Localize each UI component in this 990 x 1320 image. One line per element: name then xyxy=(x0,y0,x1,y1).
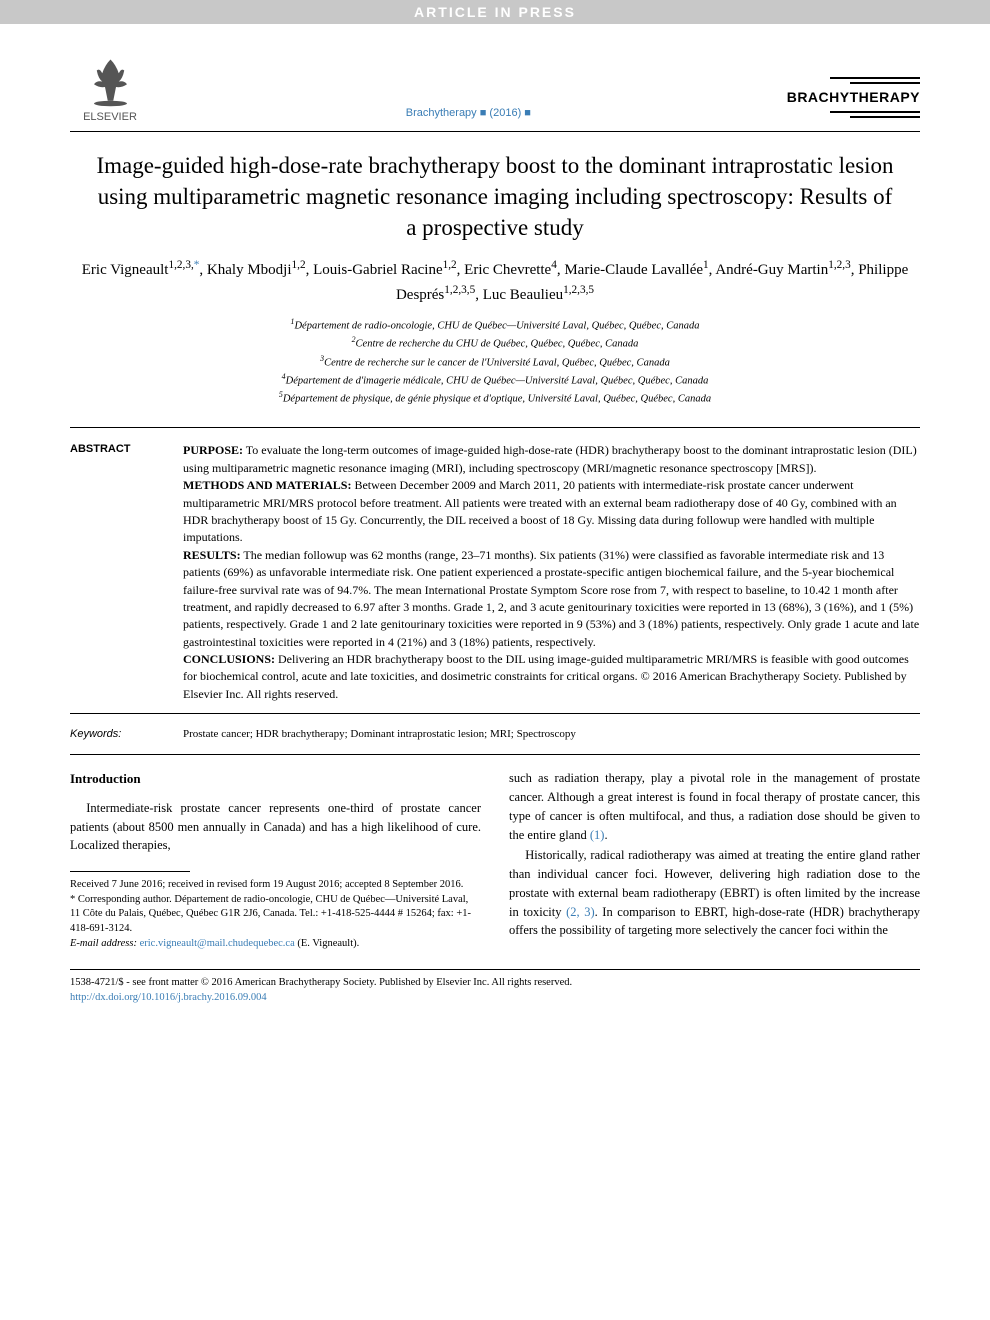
keywords-rule xyxy=(70,754,920,755)
col2-para1-end: . xyxy=(604,828,607,842)
footnote-email-line: E-mail address: eric.vigneault@mail.chud… xyxy=(70,937,481,952)
citation-1[interactable]: (1) xyxy=(590,828,605,842)
keywords-label: Keywords: xyxy=(70,728,165,740)
abstract-text: PURPOSE: To evaluate the long-term outco… xyxy=(183,442,920,703)
abstract-block: ABSTRACT PURPOSE: To evaluate the long-t… xyxy=(70,442,920,703)
purpose-label: PURPOSE: xyxy=(183,443,243,457)
left-column: Introduction Intermediate-risk prostate … xyxy=(70,769,481,951)
abstract-top-rule xyxy=(70,427,920,428)
header-rule xyxy=(70,131,920,132)
intro-para-1: Intermediate-risk prostate cancer repres… xyxy=(70,799,481,855)
col2-para-1: such as radiation therapy, play a pivota… xyxy=(509,769,920,844)
footnote-rule xyxy=(70,871,190,872)
abstract-label: ABSTRACT xyxy=(70,442,165,703)
col2-para1-text: such as radiation therapy, play a pivota… xyxy=(509,771,920,841)
col2-para-2: Historically, radical radiotherapy was a… xyxy=(509,846,920,940)
right-column: such as radiation therapy, play a pivota… xyxy=(509,769,920,951)
keywords-row: Keywords: Prostate cancer; HDR brachythe… xyxy=(70,728,920,740)
footnote-email-label: E-mail address: xyxy=(70,938,137,949)
methods-label: METHODS AND MATERIALS: xyxy=(183,478,351,492)
abstract-bottom-rule xyxy=(70,713,920,714)
results-text: The median followup was 62 months (range… xyxy=(183,548,919,649)
doi-link[interactable]: http://dx.doi.org/10.1016/j.brachy.2016.… xyxy=(70,991,920,1006)
footnote-email-link[interactable]: eric.vigneault@mail.chudequebec.ca xyxy=(140,938,295,949)
footnote-email-suffix: (E. Vigneault). xyxy=(295,938,360,949)
conclusions-label: CONCLUSIONS: xyxy=(183,652,275,666)
elsevier-tree-icon xyxy=(83,54,138,109)
body-columns: Introduction Intermediate-risk prostate … xyxy=(70,769,920,951)
article-title: Image-guided high-dose-rate brachytherap… xyxy=(90,150,900,243)
conclusions-text: Delivering an HDR brachytherapy boost to… xyxy=(183,652,909,701)
introduction-heading: Introduction xyxy=(70,769,481,789)
footnote-received: Received 7 June 2016; received in revise… xyxy=(70,878,481,893)
purpose-text: To evaluate the long-term outcomes of im… xyxy=(183,443,917,474)
header-row: ELSEVIER Brachytherapy ■ (2016) ■ BRACHY… xyxy=(70,54,920,123)
publisher-name: ELSEVIER xyxy=(83,111,137,123)
results-label: RESULTS: xyxy=(183,548,241,562)
copyright-block: 1538-4721/$ - see front matter © 2016 Am… xyxy=(70,969,920,1005)
footnote-block: Received 7 June 2016; received in revise… xyxy=(70,878,481,951)
article-in-press-banner: ARTICLE IN PRESS xyxy=(0,0,990,24)
author-list: Eric Vigneault1,2,3,*, Khaly Mbodji1,2, … xyxy=(70,257,920,306)
journal-badge: BRACHYTHERAPY xyxy=(787,72,920,123)
journal-name: BRACHYTHERAPY xyxy=(787,89,920,105)
affiliations: 1Département de radio-oncologie, CHU de … xyxy=(70,316,920,407)
citation-2-3[interactable]: (2, 3) xyxy=(566,905,595,919)
journal-reference[interactable]: Brachytherapy ■ (2016) ■ xyxy=(150,107,787,123)
footnote-corresponding: * Corresponding author. Département de r… xyxy=(70,893,481,937)
publisher-logo: ELSEVIER xyxy=(70,54,150,123)
keywords-text: Prostate cancer; HDR brachytherapy; Domi… xyxy=(183,728,576,740)
page-content: ELSEVIER Brachytherapy ■ (2016) ■ BRACHY… xyxy=(0,24,990,1026)
copyright-text: 1538-4721/$ - see front matter © 2016 Am… xyxy=(70,976,920,991)
